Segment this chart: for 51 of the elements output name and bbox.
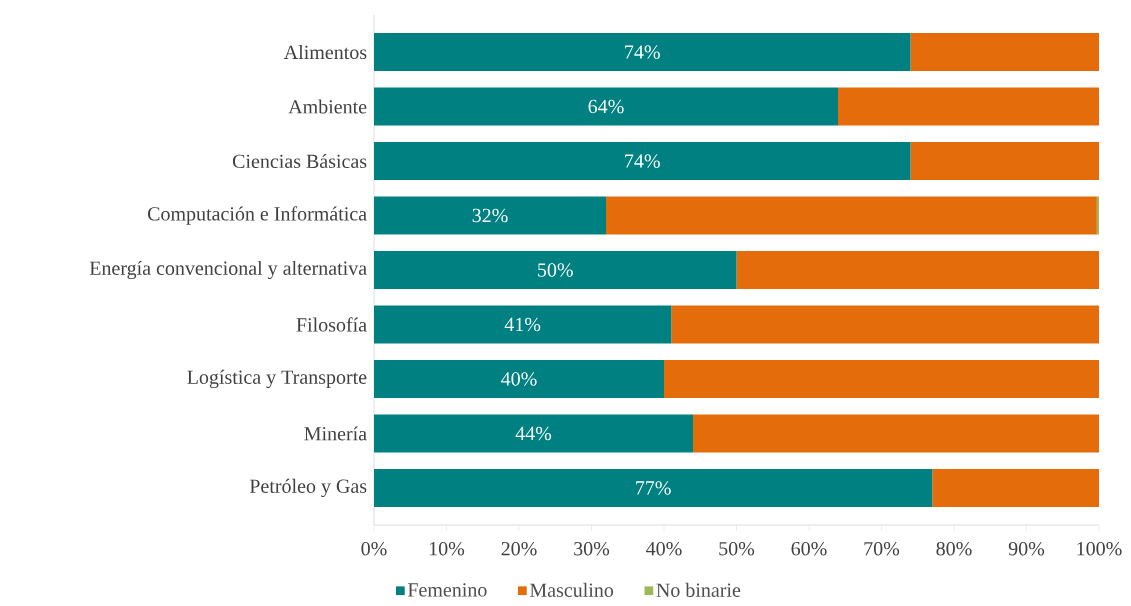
bar (932, 468, 1099, 507)
x-tick-label: 10% (429, 541, 465, 556)
bar (838, 87, 1099, 126)
bar (1096, 196, 1099, 235)
bar (374, 305, 672, 344)
x-tick-label: 30% (574, 541, 610, 556)
data-label: 74% (625, 45, 660, 59)
y-tick-label: Energía convencional y alternativa (89, 260, 367, 280)
y-tick-label: Alimentos (283, 45, 367, 60)
x-tick-label: 90% (1008, 541, 1045, 556)
data-label: 64% (588, 99, 624, 114)
x-tick-label: 40% (646, 541, 682, 556)
y-tick-label: Ciencias Básicas (232, 153, 367, 169)
bar (606, 196, 1097, 235)
y-tick-label: Minería (304, 426, 367, 441)
bar (374, 468, 933, 507)
legend-label: No binarie (656, 582, 741, 597)
x-tick-label: 100% (1077, 541, 1122, 556)
data-label: 77% (636, 481, 671, 495)
bar (374, 87, 838, 126)
x-tick-label: 0% (361, 541, 387, 556)
bar (671, 305, 1099, 344)
data-label: 41% (504, 317, 541, 332)
bar (374, 33, 911, 72)
bar (664, 359, 1099, 398)
legend-label: Femenino (407, 583, 487, 597)
y-tick-label: Logística y Transporte (187, 369, 367, 389)
data-label: 50% (538, 263, 573, 277)
bar (693, 414, 1099, 453)
bar (374, 196, 606, 235)
bar (374, 250, 737, 289)
y-tick-label: Petróleo y Gas (249, 478, 367, 498)
y-tick-label: Computación e Informática (147, 206, 367, 225)
data-label: 32% (472, 208, 508, 223)
data-label: 44% (515, 426, 552, 441)
bar (910, 33, 1099, 72)
x-tick-label: 80% (936, 541, 972, 556)
y-tick-label: Ambiente (288, 99, 367, 114)
x-tick-label: 70% (864, 541, 900, 556)
bar (374, 414, 693, 453)
y-tick-label: Filosofía (296, 317, 367, 332)
bar (374, 142, 911, 181)
x-tick-label: 50% (719, 541, 755, 556)
data-label: 74% (625, 154, 660, 168)
x-tick-label: 60% (791, 541, 827, 556)
legend-label: Masculino (530, 582, 614, 597)
x-tick-label: 20% (501, 541, 537, 556)
bar (374, 359, 665, 398)
data-label: 40% (501, 372, 537, 386)
bar (910, 142, 1099, 181)
bar (736, 250, 1099, 289)
